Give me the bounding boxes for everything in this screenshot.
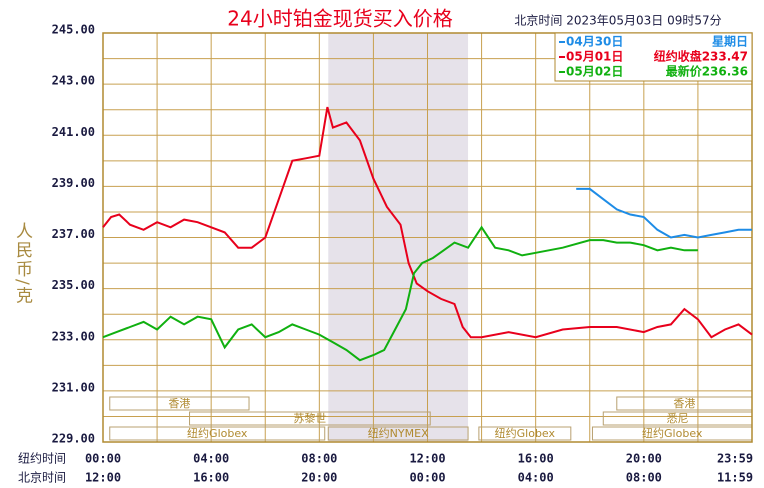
legend-box (554, 32, 753, 82)
x-tick-label: 00:00 (85, 452, 121, 466)
legend-label: 04月30日 (566, 35, 623, 49)
chart-subtitle: 北京时间 2023年05月03日 09时57分 (514, 14, 721, 28)
y-tick-label: 243.00 (52, 74, 95, 88)
x-row-label: 纽约时间 (18, 451, 66, 466)
y-tick-label: 229.00 (52, 432, 95, 446)
y-tick-label: 237.00 (52, 227, 95, 241)
session-bar (189, 411, 431, 426)
session-bar (478, 426, 572, 441)
legend-note: 最新价236.36 (666, 64, 748, 79)
y-axis-label: 人民币/克 (12, 222, 33, 306)
y-tick-label: 231.00 (52, 380, 95, 394)
series-line (102, 225, 698, 362)
x2-tick-label: 20:00 (301, 471, 337, 485)
session-label: 悉尼 (667, 412, 689, 425)
session-bar (109, 426, 326, 441)
y-tick-label: 245.00 (52, 23, 95, 37)
session-label: 纽约Globex (495, 426, 556, 440)
legend-note: 星期日 (712, 34, 748, 49)
x-tick-label: 12:00 (409, 452, 445, 466)
session-label: 纽约NYMEX (368, 426, 429, 440)
session-label: 苏黎世 (293, 411, 326, 425)
y-tick-label: 235.00 (52, 278, 95, 292)
x2-tick-label: 11:59 (717, 471, 753, 485)
series-line (102, 106, 753, 339)
legend-label: 05月01日 (566, 50, 623, 64)
y-tick-label: 233.00 (52, 329, 95, 343)
x-tick-label: 20:00 (626, 452, 662, 466)
session-bar (109, 396, 250, 411)
session-bar (327, 426, 469, 441)
x2-tick-label: 04:00 (518, 471, 554, 485)
series-line (576, 187, 752, 239)
session-label: 香港 (168, 397, 190, 410)
x-tick-label: 04:00 (193, 452, 229, 466)
legend-note: 纽约收盘233.47 (654, 49, 748, 64)
session-label: 香港 (673, 397, 695, 410)
plot-frame (102, 32, 753, 443)
x2-tick-label: 16:00 (193, 471, 229, 485)
y-tick-label: 241.00 (52, 125, 95, 139)
x-tick-label: 08:00 (301, 452, 337, 466)
x2-tick-label: 08:00 (626, 471, 662, 485)
legend-label: 05月02日 (566, 65, 623, 79)
chart-title: 24小时铂金现货买入价格 (227, 7, 452, 31)
x-tick-label: 23:59 (717, 452, 753, 466)
session-label: 纽约Globex (642, 426, 703, 440)
x-row-label: 北京时间 (18, 471, 66, 485)
y-tick-label: 239.00 (52, 176, 95, 190)
x-tick-label: 16:00 (518, 452, 554, 466)
x2-tick-label: 00:00 (409, 471, 445, 485)
x2-tick-label: 12:00 (85, 471, 121, 485)
session-label: 纽约Globex (187, 426, 248, 440)
